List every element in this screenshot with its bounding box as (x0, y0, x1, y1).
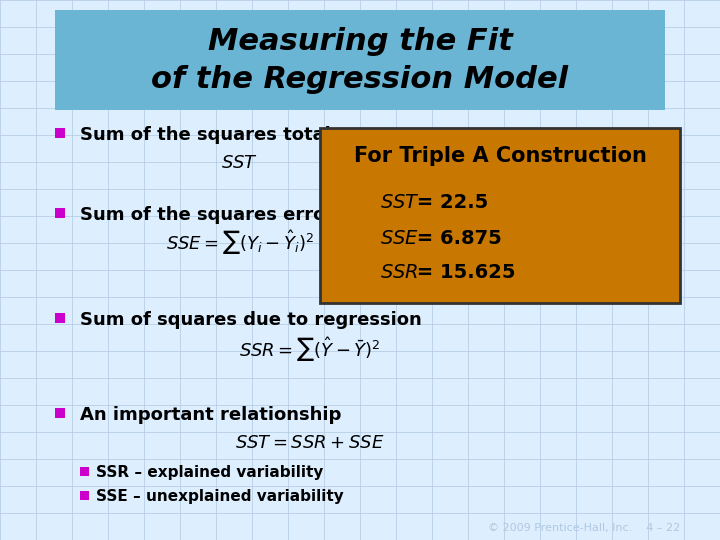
Text: SSR – explained variability: SSR – explained variability (96, 464, 323, 480)
Text: $SST$: $SST$ (222, 154, 258, 172)
Bar (55, 408, 65, 418)
Bar (55, 208, 65, 218)
Bar (55, 128, 65, 138)
Text: $SSE = \sum(Y_i - \hat{Y}_i)^2$: $SSE = \sum(Y_i - \hat{Y}_i)^2$ (166, 228, 315, 258)
Bar (80, 491, 89, 500)
Text: = 6.875: = 6.875 (410, 228, 502, 247)
Text: of the Regression Model: of the Regression Model (151, 65, 569, 94)
Text: © 2009 Prentice-Hall, Inc.    4 – 22: © 2009 Prentice-Hall, Inc. 4 – 22 (487, 523, 680, 533)
Text: Sum of the squares error: Sum of the squares error (80, 206, 334, 224)
Text: $SSE$: $SSE$ (380, 228, 419, 247)
Text: $SSR = \sum(\hat{Y} - \bar{Y})^2$: $SSR = \sum(\hat{Y} - \bar{Y})^2$ (239, 336, 381, 364)
Text: Sum of the squares total: Sum of the squares total (80, 126, 330, 144)
Text: = 15.625: = 15.625 (410, 264, 516, 282)
Text: Measuring the Fit: Measuring the Fit (207, 28, 513, 57)
Text: SSE – unexplained variability: SSE – unexplained variability (96, 489, 343, 503)
Text: For Triple A Construction: For Triple A Construction (354, 146, 647, 166)
Bar (55, 313, 65, 323)
FancyBboxPatch shape (55, 10, 665, 110)
Bar (80, 467, 89, 476)
Text: $SSR$: $SSR$ (380, 264, 418, 282)
FancyBboxPatch shape (320, 128, 680, 303)
Text: $SST = SSR + SSE$: $SST = SSR + SSE$ (235, 434, 384, 452)
Text: = 22.5: = 22.5 (410, 193, 488, 213)
Text: An important relationship: An important relationship (80, 406, 341, 424)
Text: Sum of squares due to regression: Sum of squares due to regression (80, 311, 422, 329)
Text: $SST$: $SST$ (380, 193, 420, 213)
